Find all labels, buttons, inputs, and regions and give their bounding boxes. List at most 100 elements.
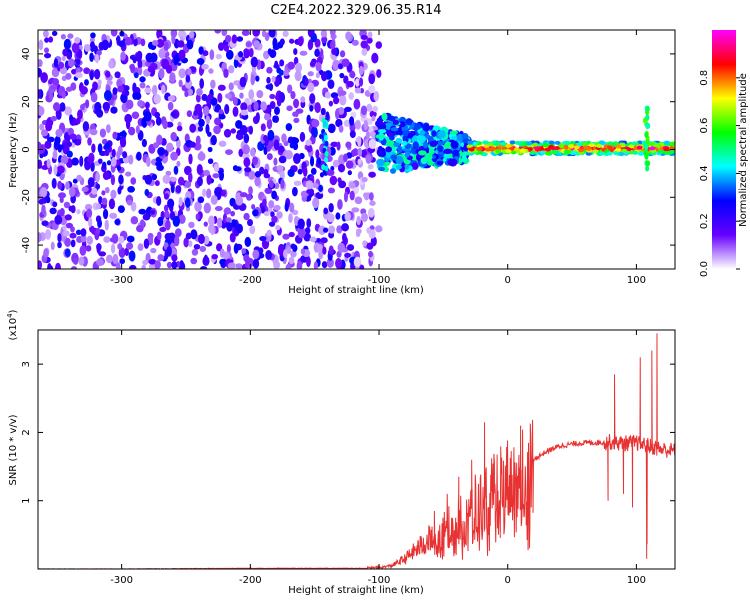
spectrogram-cell xyxy=(302,166,308,177)
spectrogram-cell xyxy=(318,225,326,236)
spectrogram-cell xyxy=(164,232,173,241)
spectrogram-cell xyxy=(167,95,176,102)
spectrogram-cell xyxy=(52,102,61,112)
spectrogram-cell xyxy=(220,189,226,197)
spectrogram-cell xyxy=(210,135,217,146)
spectrogram-cell xyxy=(354,87,362,94)
spectrogram-cell xyxy=(341,223,350,232)
spectrogram-cell xyxy=(51,30,58,37)
spectrogram-cell xyxy=(117,85,125,93)
spectrogram-cell xyxy=(283,69,289,77)
spectrogram-cell xyxy=(210,195,218,205)
spectrogram-cell xyxy=(320,107,326,116)
spectrogram-cell xyxy=(188,153,193,165)
spectrogram-cell xyxy=(565,149,572,154)
spectrogram-cell xyxy=(375,134,385,139)
spectrogram-cell xyxy=(272,115,278,123)
spectrogram-cell xyxy=(321,164,326,171)
spectrogram-cell xyxy=(256,90,264,99)
spectrogram-cell xyxy=(290,91,296,100)
spectrogram-cell xyxy=(150,209,156,215)
spectrogram-cell xyxy=(429,140,438,148)
spectrogram-cell xyxy=(173,165,179,175)
spectrogram-cell xyxy=(120,51,126,61)
spectrogram-cell xyxy=(116,165,122,172)
spectrogram-cell xyxy=(110,189,117,199)
spectrogram-cell xyxy=(153,94,161,104)
spectrogram-cell xyxy=(170,131,177,142)
spectrogram-cell xyxy=(375,41,383,49)
spectrogram-cell xyxy=(260,123,266,132)
spectrogram-cell xyxy=(253,40,260,48)
spectrogram-cell xyxy=(132,82,137,94)
spectrogram-cell xyxy=(328,225,336,234)
spectrogram-cell xyxy=(157,254,165,262)
spectrogram-cell xyxy=(235,195,244,206)
spectrogram-cell xyxy=(143,110,152,122)
spectrogram-cell xyxy=(79,245,87,256)
spectrogram-cell xyxy=(242,144,250,155)
spectrogram-cell xyxy=(251,204,256,210)
spectrogram-cell xyxy=(114,71,121,79)
spectrogram-cell xyxy=(355,229,361,238)
spectrogram-cell xyxy=(271,215,278,223)
spectrogram-cell xyxy=(133,38,138,47)
x-tick-label: -100 xyxy=(368,275,391,286)
spectrogram-cell xyxy=(344,106,352,112)
spectrogram-cell xyxy=(198,118,205,127)
spectrogram-cell xyxy=(596,143,603,148)
spectrogram-cell xyxy=(347,170,353,176)
spectrogram-cell xyxy=(276,165,284,172)
spectrogram-cell xyxy=(306,256,311,268)
spectrogram-cell xyxy=(248,89,255,100)
spectrogram-cell xyxy=(358,77,364,87)
spectrogram-cell xyxy=(174,228,182,238)
spectrogram-cell xyxy=(505,149,512,154)
spectrogram-cell xyxy=(193,243,201,250)
spectrogram-cell xyxy=(281,133,287,144)
spectrogram-cell xyxy=(139,82,146,89)
spectrogram-cell xyxy=(190,229,198,240)
spectrogram-cell xyxy=(552,149,559,154)
snr-x-axis-label: Height of straight line (km) xyxy=(288,585,424,596)
spectrogram-cell xyxy=(165,170,172,176)
spectrogram-cell xyxy=(238,50,244,58)
spectrogram-cell xyxy=(544,147,551,152)
spectrogram-cell xyxy=(343,191,349,203)
spectrogram-cell xyxy=(66,150,73,158)
spectrogram-cell xyxy=(243,157,251,168)
spectrogram-cell xyxy=(437,130,446,139)
spectrogram-cell xyxy=(123,85,130,92)
spectrogram-cell xyxy=(95,183,101,190)
spectrogram-cell xyxy=(369,110,377,118)
spectrogram-cell xyxy=(217,84,226,91)
spectrogram-cell xyxy=(233,57,239,69)
spectrogram-cell xyxy=(485,147,492,152)
spectrogram-cell xyxy=(263,134,268,142)
spectrogram-cell xyxy=(72,257,79,265)
spectrogram-cell xyxy=(306,188,315,195)
spectrogram-cell xyxy=(135,224,144,233)
spectrogram-cell xyxy=(116,150,121,160)
spectrogram-cell xyxy=(64,248,71,257)
spectrogram-cell xyxy=(38,159,43,170)
spectrogram-cell xyxy=(273,139,280,151)
spectrogram-cell xyxy=(612,151,619,156)
spectrogram-cell xyxy=(336,141,341,151)
spectrogram-cell xyxy=(254,171,262,178)
spectrogram-cell xyxy=(81,186,89,193)
spectrogram-cell xyxy=(373,90,380,102)
spectrogram-cell xyxy=(234,263,243,269)
spectrogram-cell xyxy=(202,105,210,116)
spectrogram-cell xyxy=(265,250,273,260)
spectrogram-cell xyxy=(260,101,267,111)
spectrogram-cell xyxy=(367,208,375,218)
spectrogram-cell xyxy=(664,140,671,145)
spectrogram-cell xyxy=(230,128,237,134)
spectrogram-cell xyxy=(119,131,127,137)
spectrogram-cell xyxy=(212,173,220,179)
spectrogram-cell xyxy=(157,216,164,227)
spectrogram-cell xyxy=(495,149,502,154)
spectrogram-cell xyxy=(436,160,444,166)
